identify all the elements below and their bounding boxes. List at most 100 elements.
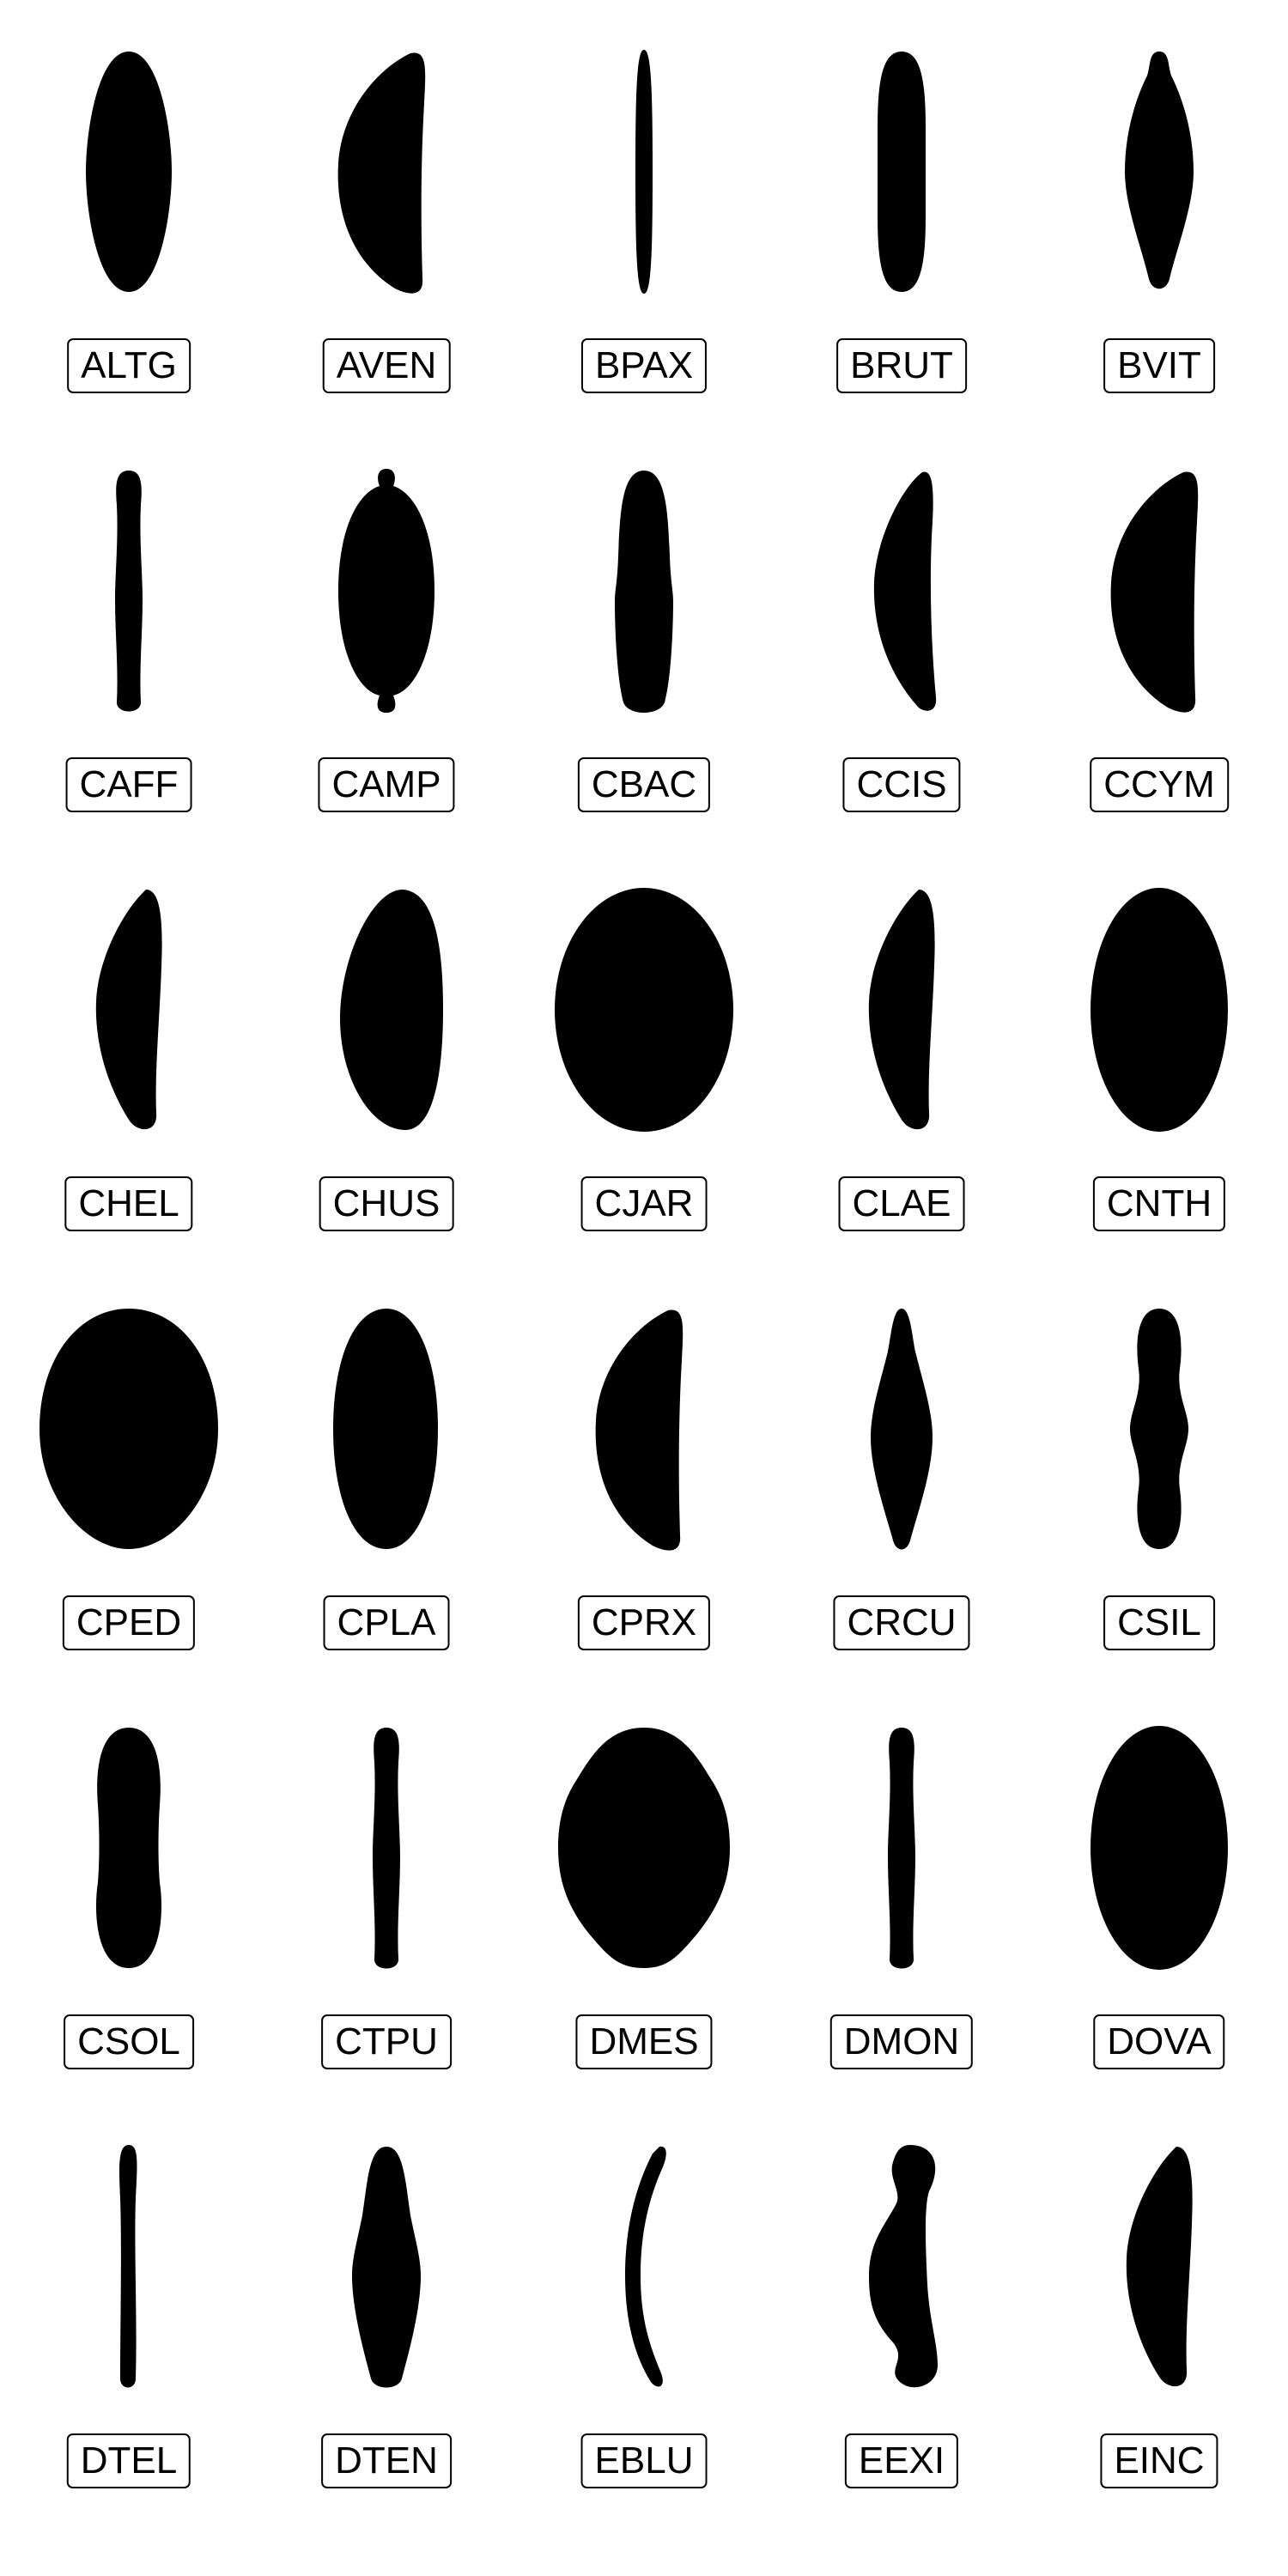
silhouette-svg: [0, 1710, 258, 1985]
silhouette-svg: [515, 1291, 773, 1566]
silhouette-shape: [1111, 472, 1199, 713]
silhouette-svg: [258, 1291, 515, 1566]
silhouette-svg: [515, 453, 773, 728]
silhouette-lanceolate: [773, 1291, 1030, 1566]
taxon-cell-cped: CPED: [0, 1266, 258, 1686]
silhouette-shape: [1125, 52, 1194, 289]
silhouette-svg: [773, 1710, 1030, 1985]
silhouette-svg: [773, 872, 1030, 1147]
taxon-code-label: CBAC: [578, 757, 710, 812]
silhouette-svg: [773, 453, 1030, 728]
silhouette-shape: [615, 471, 673, 713]
taxon-cell-ccis: CCIS: [773, 428, 1030, 848]
taxon-cell-caff: CAFF: [0, 428, 258, 848]
taxon-cell-ccym: CCYM: [1030, 428, 1288, 848]
silhouette-ellipse-round: [0, 1291, 258, 1566]
silhouette-shape: [352, 2147, 421, 2388]
silhouette-shape: [869, 890, 935, 1129]
taxon-code-label: CAMP: [318, 757, 454, 812]
taxon-code-label: CPLA: [324, 1595, 450, 1650]
silhouette-shape: [1091, 1726, 1228, 1970]
silhouette-crescent-right: [258, 34, 515, 309]
silhouette-shape: [558, 1728, 730, 1968]
taxon-code-label: DTEL: [67, 2433, 191, 2488]
silhouette-shape: [874, 472, 936, 711]
silhouette-svg: [1030, 1291, 1288, 1566]
taxon-code-label: ALTG: [67, 338, 191, 393]
taxon-cell-crcu: CRCU: [773, 1266, 1030, 1686]
silhouette-svg: [258, 453, 515, 728]
taxon-cell-ctpu: CTPU: [258, 1685, 515, 2105]
taxon-code-label: CSIL: [1103, 1595, 1215, 1650]
silhouette-shape: [340, 890, 443, 1130]
silhouette-svg: [0, 872, 258, 1147]
taxon-cell-cpla: CPLA: [258, 1266, 515, 1686]
taxon-cell-eexi: EEXI: [773, 2104, 1030, 2524]
silhouette-shape: [333, 1309, 438, 1549]
silhouette-svg: [0, 453, 258, 728]
taxon-cell-aven: AVEN: [258, 9, 515, 429]
silhouette-shape: [596, 1310, 683, 1551]
silhouette-svg: [258, 2129, 515, 2404]
silhouette-svg: [515, 1710, 773, 1985]
taxon-cell-cnth: CNTH: [1030, 847, 1288, 1267]
silhouette-ellipse: [1030, 872, 1288, 1147]
silhouette-svg: [0, 2129, 258, 2404]
silhouette-shape: [86, 52, 172, 292]
silhouette-crescent-thin-right: [773, 453, 1030, 728]
silhouette-needle-wavy: [0, 2129, 258, 2404]
silhouette-crescent-narrow-right: [1030, 2129, 1288, 2404]
silhouette-needle: [515, 34, 773, 309]
silhouette-half-ellipse-right: [258, 872, 515, 1147]
taxon-code-label: DMON: [830, 2014, 973, 2069]
silhouette-shape: [888, 1728, 915, 1969]
silhouette-shape: [338, 469, 434, 713]
silhouette-shape: [96, 1728, 161, 1968]
silhouette-triundulate: [1030, 1291, 1288, 1566]
taxon-code-label: CTPU: [321, 2014, 452, 2069]
silhouette-spindle-wide: [0, 34, 258, 309]
silhouette-svg: [773, 2129, 1030, 2404]
silhouette-rod-thin: [258, 1710, 515, 1985]
silhouette-shape: [39, 1309, 218, 1549]
taxon-code-label: BRUT: [836, 338, 967, 393]
taxon-code-label: EBLU: [581, 2433, 708, 2488]
silhouette-ellipse: [1030, 1710, 1288, 1985]
silhouette-sigmoid: [773, 2129, 1030, 2404]
taxon-cell-bpax: BPAX: [515, 9, 773, 429]
silhouette-svg: [515, 34, 773, 309]
silhouette-svg: [773, 1291, 1030, 1566]
silhouette-crescent-right: [515, 1291, 773, 1566]
silhouette-ellipse-mid: [258, 1291, 515, 1566]
silhouette-rod-thin: [0, 453, 258, 728]
silhouette-shape: [635, 50, 653, 294]
silhouette-shape: [625, 2147, 666, 2387]
taxon-code-label: CPED: [63, 1595, 195, 1650]
taxon-code-label: CAFF: [66, 757, 192, 812]
silhouette-shape: [1127, 2147, 1193, 2386]
silhouette-spindle-narrow: [258, 2129, 515, 2404]
silhouette-shape: [1091, 888, 1228, 1132]
taxon-code-label: CHEL: [64, 1176, 192, 1231]
silhouette-svg: [515, 2129, 773, 2404]
taxon-cell-dova: DOVA: [1030, 1685, 1288, 2105]
silhouette-shape: [871, 1309, 933, 1550]
silhouette-shape: [878, 52, 926, 292]
taxon-cell-clae: CLAE: [773, 847, 1030, 1267]
taxon-code-label: DOVA: [1093, 2014, 1224, 2069]
silhouette-crescent-narrow-right: [773, 872, 1030, 1147]
taxon-cell-dtel: DTEL: [0, 2104, 258, 2524]
taxon-cell-cprx: CPRX: [515, 1266, 773, 1686]
silhouette-svg: [1030, 2129, 1288, 2404]
silhouette-shape: [338, 53, 426, 294]
taxon-code-label: CNTH: [1093, 1176, 1225, 1231]
silhouette-spindle-beaked: [1030, 34, 1288, 309]
taxon-cell-camp: CAMP: [258, 428, 515, 848]
taxon-cell-bvit: BVIT: [1030, 9, 1288, 429]
silhouette-svg: [1030, 453, 1288, 728]
silhouette-svg: [0, 1291, 258, 1566]
silhouette-svg: [773, 34, 1030, 309]
taxon-code-label: CLAE: [839, 1176, 965, 1231]
taxon-code-label: CCYM: [1090, 757, 1229, 812]
